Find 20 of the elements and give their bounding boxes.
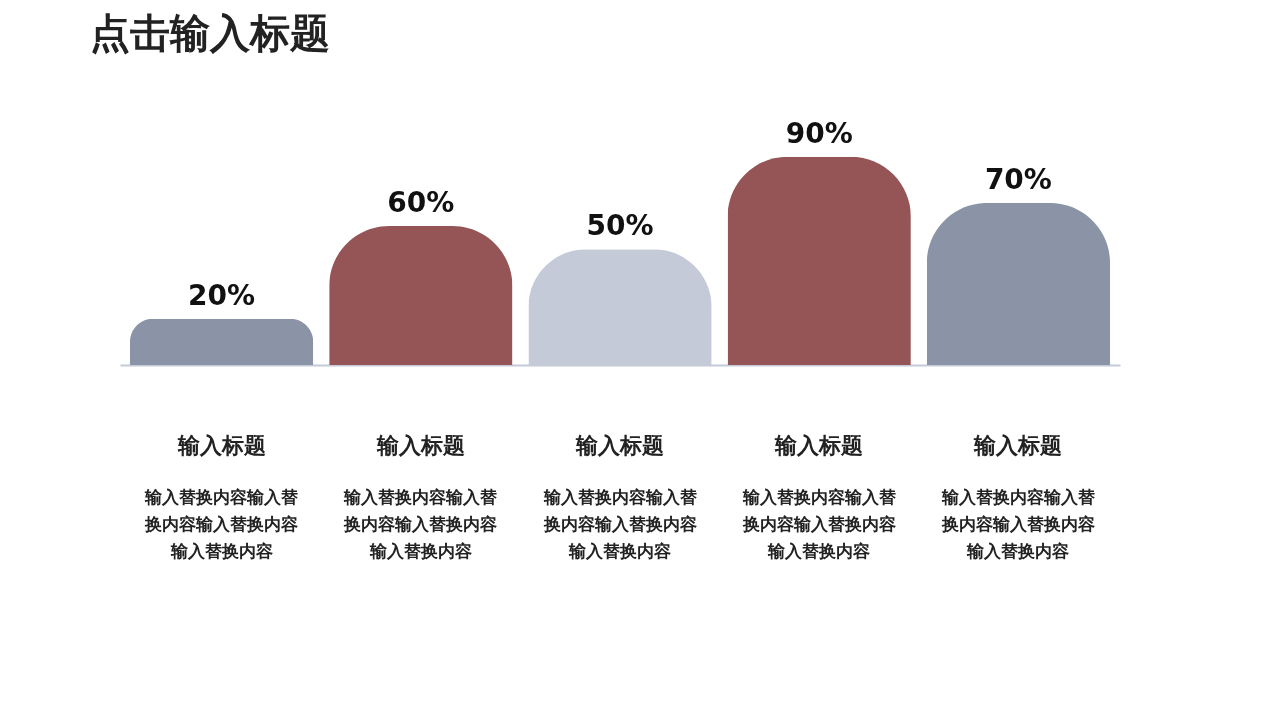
text: 输入替换内容输入替换内容输入替换内容输入替换内容: [343, 487, 498, 561]
bar: [926, 202, 1111, 365]
x-tick-label: 输入标题: [575, 432, 664, 458]
data-label: 70%: [984, 162, 1052, 196]
x-tick-label: 输入标题: [176, 432, 266, 458]
x-tick-label: 输入标题: [774, 432, 864, 458]
data-label: 60%: [387, 186, 455, 220]
bar: [329, 226, 513, 365]
text: 输入替换内容输入替换内容输入替换内容输入替换内容: [940, 487, 1095, 561]
text: 输入替换内容输入替换内容输入替换内容输入替换内容: [144, 487, 299, 561]
bar: [727, 156, 911, 365]
chart-title: 点击输入标题: [90, 10, 330, 56]
text: 输入替换内容输入替换内容输入替换内容输入替换内容: [741, 487, 896, 561]
x-tick-label: 输入标题: [375, 432, 465, 458]
data-label: 90%: [785, 116, 853, 150]
data-label: 20%: [188, 278, 256, 312]
x-tick-label: 输入标题: [973, 432, 1063, 458]
text: 输入替换内容输入替换内容输入替换内容输入替换内容: [542, 487, 697, 561]
data-label: 50%: [586, 209, 654, 243]
bar: [129, 318, 314, 365]
